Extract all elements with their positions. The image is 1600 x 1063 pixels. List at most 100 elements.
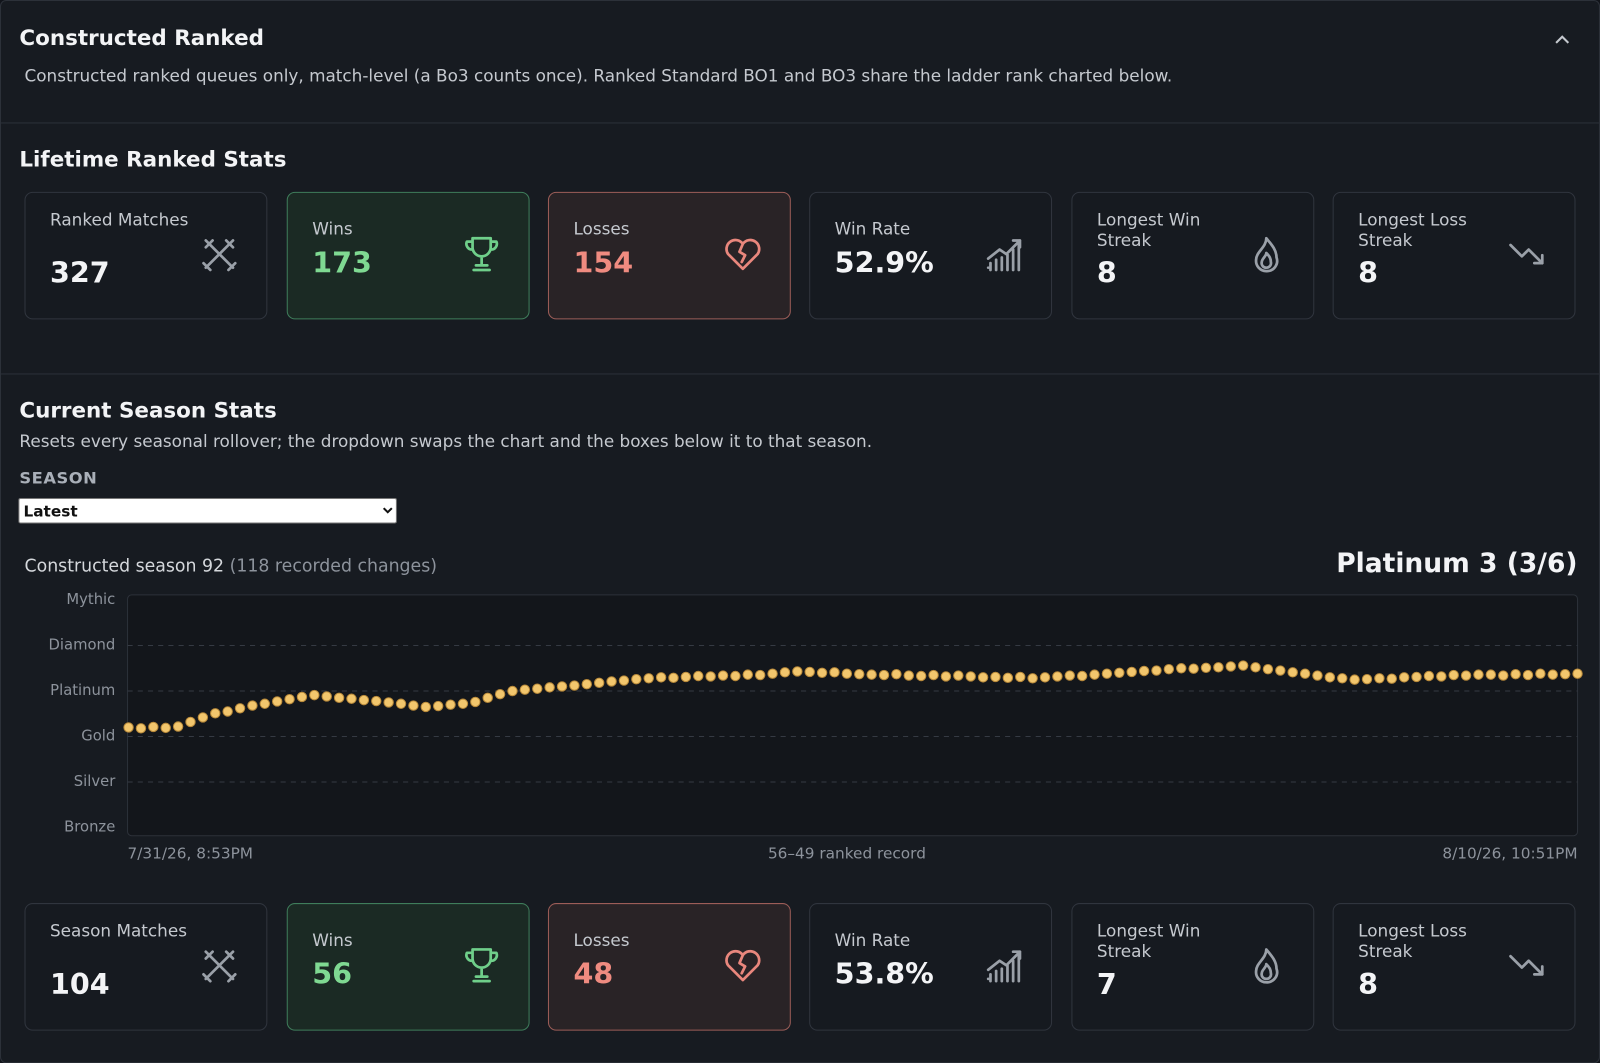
rank-point: [445, 699, 456, 710]
rank-point: [915, 670, 927, 682]
stat-card: Ranked Matches 327: [24, 191, 268, 320]
rank-point: [296, 691, 308, 703]
rank-point: [1225, 661, 1236, 672]
rank-point: [1473, 669, 1484, 680]
collapse-button[interactable]: [1553, 33, 1571, 47]
rank-point: [247, 700, 258, 711]
rank-point: [1114, 667, 1125, 679]
x-start-label: 7/31/26, 8:53PM: [128, 845, 253, 863]
rank-point: [878, 669, 890, 681]
stat-card: Losses 48: [547, 903, 791, 1031]
stat-icon: [1254, 948, 1279, 984]
rank-point: [371, 695, 382, 707]
stat-label: Longest Win Streak: [1096, 921, 1201, 962]
rank-point: [1411, 671, 1422, 683]
rank-point: [507, 685, 518, 697]
y-tick-label: Bronze: [64, 819, 115, 836]
stat-value: 154: [573, 245, 634, 280]
chart-title-text: Constructed season 92: [24, 556, 224, 576]
rank-point: [668, 672, 679, 684]
stat-card: Longest Loss Streak 8: [1332, 191, 1576, 320]
rank-point: [1510, 668, 1521, 680]
y-tick-label: Mythic: [66, 591, 115, 608]
annotation: 56–49 ranked record: [768, 845, 926, 863]
rank-point: [854, 668, 865, 680]
stat-card: Wins 173: [286, 191, 530, 320]
rank-point: [1138, 665, 1150, 677]
stat-label: Losses: [573, 930, 630, 950]
rank-point: [841, 668, 853, 679]
stat-icon: [986, 950, 1022, 983]
rank-point: [420, 701, 431, 713]
rank-point: [408, 700, 419, 711]
rank-point: [234, 703, 246, 714]
rank-point: [333, 692, 345, 704]
rank-point: [1163, 663, 1175, 675]
rank-point: [1460, 670, 1472, 681]
rank-point: [829, 667, 840, 678]
rank-point: [259, 698, 271, 709]
rank-point: [1064, 670, 1075, 681]
rank-point: [891, 668, 902, 680]
rank-point: [1299, 668, 1311, 679]
rank-point: [779, 667, 791, 678]
rank-point: [866, 669, 877, 680]
rank-point: [977, 672, 989, 683]
rank-point: [1213, 662, 1224, 673]
chart-subtitle: (118 recorded changes): [230, 556, 437, 576]
rank-point: [123, 722, 134, 733]
stat-icon: [986, 239, 1022, 272]
rank-point: [1522, 669, 1534, 681]
rank-point: [1237, 660, 1249, 671]
y-tick-label: Diamond: [49, 637, 116, 654]
rank-point: [1312, 670, 1323, 681]
season-select[interactable]: Latest: [18, 497, 397, 524]
rank-point: [1361, 673, 1373, 685]
plot-area: [127, 594, 1579, 837]
rank-point: [754, 669, 766, 681]
rank-point: [1126, 666, 1137, 678]
rank-point: [197, 712, 209, 723]
rank-point: [1448, 669, 1459, 681]
rank-point: [1337, 673, 1348, 684]
rank-point: [556, 681, 568, 692]
rank-point: [1324, 672, 1336, 683]
rank-point: [705, 671, 716, 682]
rank-point: [222, 706, 233, 717]
rank-point: [953, 670, 964, 681]
rank-point: [321, 691, 332, 702]
stat-value: 173: [312, 245, 372, 280]
y-tick-label: Gold: [81, 728, 115, 745]
rank-point: [643, 673, 654, 684]
stat-icon: [725, 949, 761, 982]
stat-value: 8: [1358, 256, 1379, 290]
stat-value: 7: [1096, 967, 1117, 1002]
stat-value: 53.8%: [834, 957, 934, 991]
rank-point: [631, 673, 642, 685]
selector-label: SEASON: [19, 468, 98, 488]
rank-point: [1151, 665, 1162, 676]
rank-point: [965, 671, 976, 682]
stat-value: 8: [1358, 967, 1379, 1002]
stat-icon: [465, 236, 499, 272]
section-title: Current Season Stats: [19, 397, 277, 423]
rank-point: [1188, 663, 1199, 674]
stat-card: Longest Loss Streak 8: [1332, 903, 1576, 1031]
stat-label: Longest Loss Streak: [1358, 921, 1467, 962]
panel-description: Constructed ranked queues only, match-le…: [24, 66, 1173, 86]
rank-point: [693, 670, 704, 682]
stat-label: Season Matches: [49, 921, 187, 941]
stat-icon: [465, 948, 499, 983]
stat-icon: [1509, 243, 1544, 265]
rank-point: [593, 677, 605, 689]
stat-icon: [1509, 954, 1544, 976]
rank-point: [1262, 663, 1274, 675]
rank-point: [1287, 667, 1298, 678]
y-tick-label: Silver: [74, 773, 116, 790]
rank-point: [804, 666, 815, 678]
stat-card: Wins 56: [286, 903, 530, 1031]
stat-value: 8: [1096, 256, 1117, 290]
rank-point: [569, 680, 580, 691]
rank-point: [1002, 672, 1014, 684]
stat-label: Win Rate: [834, 219, 911, 239]
